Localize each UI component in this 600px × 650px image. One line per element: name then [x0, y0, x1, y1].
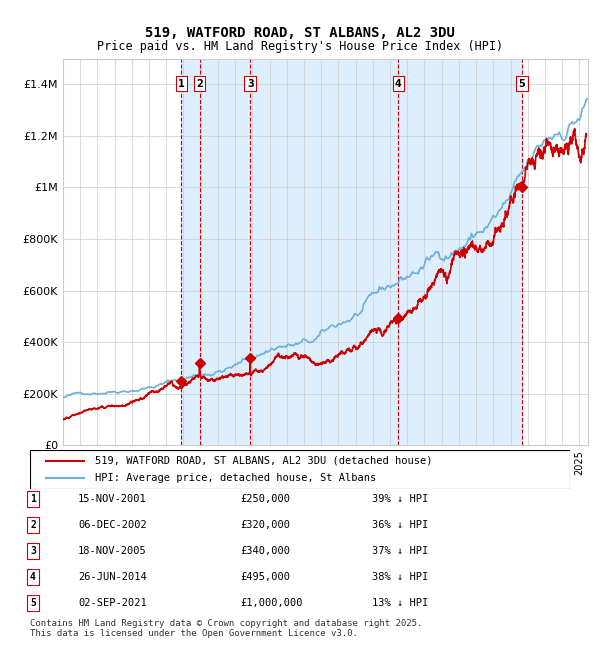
Text: 36% ↓ HPI: 36% ↓ HPI	[372, 520, 428, 530]
Text: 5: 5	[30, 598, 36, 608]
Text: 15-NOV-2001: 15-NOV-2001	[78, 494, 147, 504]
Text: 4: 4	[395, 79, 402, 88]
Text: 37% ↓ HPI: 37% ↓ HPI	[372, 546, 428, 556]
Text: 4: 4	[30, 572, 36, 582]
Text: 1: 1	[178, 79, 185, 88]
Text: 2: 2	[196, 79, 203, 88]
Text: £340,000: £340,000	[240, 546, 290, 556]
Text: 1: 1	[30, 494, 36, 504]
Text: 519, WATFORD ROAD, ST ALBANS, AL2 3DU: 519, WATFORD ROAD, ST ALBANS, AL2 3DU	[145, 26, 455, 40]
Bar	[181, 58, 522, 445]
FancyBboxPatch shape	[30, 450, 570, 489]
Text: 3: 3	[30, 546, 36, 556]
Text: 5: 5	[518, 79, 526, 88]
Text: 3: 3	[247, 79, 254, 88]
Text: 02-SEP-2021: 02-SEP-2021	[78, 598, 147, 608]
Text: Contains HM Land Registry data © Crown copyright and database right 2025.
This d: Contains HM Land Registry data © Crown c…	[30, 619, 422, 638]
Text: £495,000: £495,000	[240, 572, 290, 582]
Text: HPI: Average price, detached house, St Albans: HPI: Average price, detached house, St A…	[95, 473, 376, 483]
Text: 18-NOV-2005: 18-NOV-2005	[78, 546, 147, 556]
Text: £250,000: £250,000	[240, 494, 290, 504]
Text: Price paid vs. HM Land Registry's House Price Index (HPI): Price paid vs. HM Land Registry's House …	[97, 40, 503, 53]
Text: 06-DEC-2002: 06-DEC-2002	[78, 520, 147, 530]
Text: £320,000: £320,000	[240, 520, 290, 530]
Text: 13% ↓ HPI: 13% ↓ HPI	[372, 598, 428, 608]
Text: 39% ↓ HPI: 39% ↓ HPI	[372, 494, 428, 504]
Text: 26-JUN-2014: 26-JUN-2014	[78, 572, 147, 582]
Text: 519, WATFORD ROAD, ST ALBANS, AL2 3DU (detached house): 519, WATFORD ROAD, ST ALBANS, AL2 3DU (d…	[95, 456, 432, 465]
Text: 2: 2	[30, 520, 36, 530]
Text: £1,000,000: £1,000,000	[240, 598, 302, 608]
Text: 38% ↓ HPI: 38% ↓ HPI	[372, 572, 428, 582]
